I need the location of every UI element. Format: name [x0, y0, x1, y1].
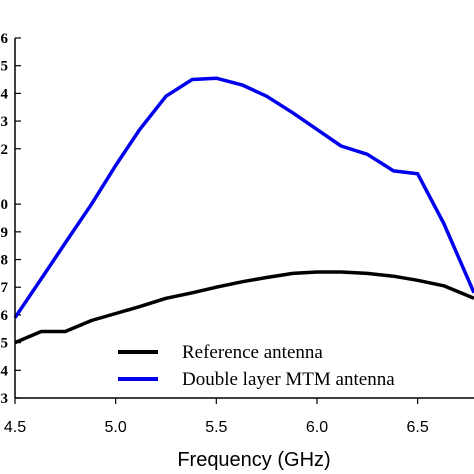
y-tick-label: 6	[1, 308, 9, 324]
y-tick-label: 8	[1, 253, 9, 269]
x-tick-label: 4.5	[4, 419, 26, 436]
legend: Reference antenna Double layer MTM anten…	[118, 342, 395, 390]
x-tick-label: 6.5	[407, 419, 429, 436]
y-tick-label: 4	[1, 363, 9, 379]
y-tick-label: 5	[1, 336, 9, 352]
x-tick-label: 5.0	[105, 419, 127, 436]
series-line-reference	[14, 270, 474, 345]
y-tick-label: 12	[0, 142, 8, 158]
y-tick-label: 13	[0, 114, 8, 130]
y-tick-label: 15	[0, 59, 8, 75]
x-axis-ticks: 4.5 5.0 5.5 6.0 6.5	[4, 398, 429, 436]
series-lines	[13, 76, 474, 345]
series-line-mtm	[13, 76, 474, 319]
y-tick-label: 16	[0, 31, 9, 47]
x-tick-label: 5.5	[205, 419, 227, 436]
x-axis-title: Frequency (GHz)	[177, 449, 330, 471]
y-tick-label: 9	[1, 225, 9, 241]
x-tick-label: 6.0	[306, 419, 328, 436]
y-tick-label: 3	[1, 391, 9, 407]
y-axis-ticks: 3 4 5 6 7 8 9 10 12 13 14 15 16	[0, 31, 21, 407]
legend-label-reference: Reference antenna	[182, 342, 323, 363]
legend-label-mtm: Double layer MTM antenna	[182, 369, 395, 390]
y-tick-label: 14	[0, 86, 9, 102]
y-tick-label: 10	[0, 197, 8, 213]
y-tick-label: 7	[1, 280, 9, 296]
